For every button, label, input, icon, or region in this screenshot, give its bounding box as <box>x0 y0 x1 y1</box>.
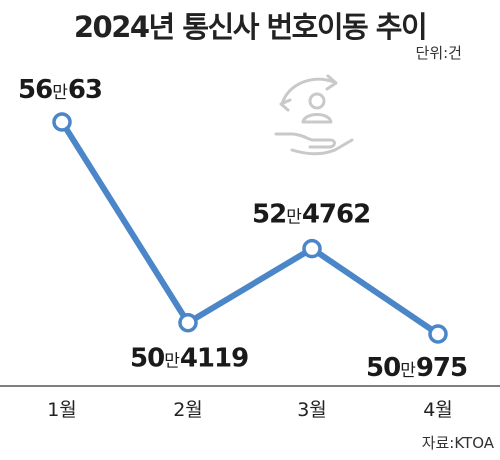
chart-title: 2024년 통신사 번호이동 추이 <box>73 10 428 44</box>
data-label: 50만4119 <box>130 344 248 374</box>
x-tick-label: 4월 <box>423 399 453 421</box>
number-transfer-icon <box>274 74 354 156</box>
x-tick-label: 1월 <box>47 399 77 421</box>
x-tick-label: 3월 <box>297 399 327 421</box>
data-point <box>52 112 72 132</box>
data-label: 50만975 <box>366 353 467 383</box>
data-point <box>302 238 322 259</box>
data-label: 56만63 <box>18 75 102 105</box>
source-note: 자료:KTOA <box>421 434 494 452</box>
x-tick-label: 2월 <box>173 399 203 421</box>
data-point <box>178 312 198 333</box>
data-label: 52만4762 <box>252 200 370 230</box>
unit-note: 단위:건 <box>415 44 462 62</box>
series-line <box>59 120 440 337</box>
data-point <box>428 324 448 344</box>
